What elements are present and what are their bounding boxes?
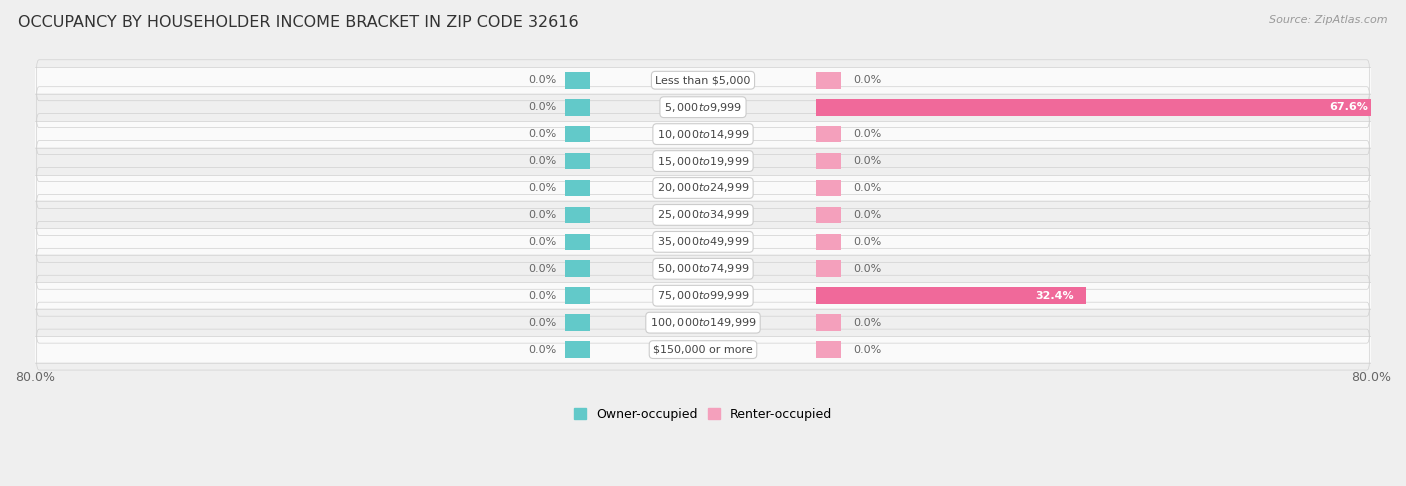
Bar <box>565 153 591 170</box>
Text: $100,000 to $149,999: $100,000 to $149,999 <box>650 316 756 329</box>
Text: 0.0%: 0.0% <box>529 291 557 301</box>
Bar <box>815 287 1087 304</box>
Text: $35,000 to $49,999: $35,000 to $49,999 <box>657 235 749 248</box>
Text: 0.0%: 0.0% <box>529 345 557 355</box>
Bar <box>815 260 841 277</box>
Bar <box>815 72 841 88</box>
Bar <box>815 314 841 331</box>
Bar <box>815 153 841 170</box>
Bar <box>35 95 1371 120</box>
Text: 0.0%: 0.0% <box>853 318 882 328</box>
Text: 0.0%: 0.0% <box>853 237 882 247</box>
Bar <box>565 207 591 223</box>
Bar <box>565 233 591 250</box>
Text: $5,000 to $9,999: $5,000 to $9,999 <box>664 101 742 114</box>
Bar <box>565 180 591 196</box>
Bar <box>565 341 591 358</box>
Text: 0.0%: 0.0% <box>853 156 882 166</box>
Text: 0.0%: 0.0% <box>853 183 882 193</box>
Bar <box>35 203 1371 227</box>
Text: 0.0%: 0.0% <box>853 264 882 274</box>
Bar <box>815 126 841 142</box>
Text: 0.0%: 0.0% <box>529 102 557 112</box>
Text: 0.0%: 0.0% <box>529 237 557 247</box>
Bar <box>35 283 1371 308</box>
Bar <box>815 207 841 223</box>
Text: 0.0%: 0.0% <box>529 210 557 220</box>
Bar <box>565 260 591 277</box>
Text: $25,000 to $34,999: $25,000 to $34,999 <box>657 208 749 222</box>
Bar <box>35 122 1371 146</box>
Text: $15,000 to $19,999: $15,000 to $19,999 <box>657 155 749 168</box>
Bar <box>35 175 1371 200</box>
Bar <box>565 126 591 142</box>
Text: 0.0%: 0.0% <box>529 156 557 166</box>
Bar <box>815 233 841 250</box>
Bar <box>815 99 1381 116</box>
Text: $75,000 to $99,999: $75,000 to $99,999 <box>657 289 749 302</box>
Bar <box>565 314 591 331</box>
Text: Source: ZipAtlas.com: Source: ZipAtlas.com <box>1270 15 1388 25</box>
Text: 0.0%: 0.0% <box>853 75 882 85</box>
Bar <box>815 341 841 358</box>
Bar <box>565 287 591 304</box>
Text: $150,000 or more: $150,000 or more <box>654 345 752 355</box>
Bar <box>35 229 1371 254</box>
Text: $20,000 to $24,999: $20,000 to $24,999 <box>657 181 749 194</box>
Bar <box>35 68 1371 93</box>
Text: $50,000 to $74,999: $50,000 to $74,999 <box>657 262 749 275</box>
Bar <box>565 99 591 116</box>
Bar <box>35 310 1371 335</box>
Text: 32.4%: 32.4% <box>1035 291 1074 301</box>
Legend: Owner-occupied, Renter-occupied: Owner-occupied, Renter-occupied <box>568 403 838 426</box>
Text: Less than $5,000: Less than $5,000 <box>655 75 751 85</box>
Bar <box>35 149 1371 174</box>
Text: OCCUPANCY BY HOUSEHOLDER INCOME BRACKET IN ZIP CODE 32616: OCCUPANCY BY HOUSEHOLDER INCOME BRACKET … <box>18 15 579 30</box>
Text: 0.0%: 0.0% <box>529 318 557 328</box>
Text: 0.0%: 0.0% <box>529 75 557 85</box>
Text: 0.0%: 0.0% <box>853 129 882 139</box>
Bar <box>35 337 1371 362</box>
Text: 67.6%: 67.6% <box>1329 102 1368 112</box>
Text: 0.0%: 0.0% <box>529 264 557 274</box>
Text: $10,000 to $14,999: $10,000 to $14,999 <box>657 128 749 140</box>
Text: 0.0%: 0.0% <box>853 345 882 355</box>
Bar <box>565 72 591 88</box>
Text: 0.0%: 0.0% <box>529 129 557 139</box>
Bar <box>35 257 1371 281</box>
Text: 0.0%: 0.0% <box>853 210 882 220</box>
Bar <box>815 180 841 196</box>
Text: 0.0%: 0.0% <box>529 183 557 193</box>
